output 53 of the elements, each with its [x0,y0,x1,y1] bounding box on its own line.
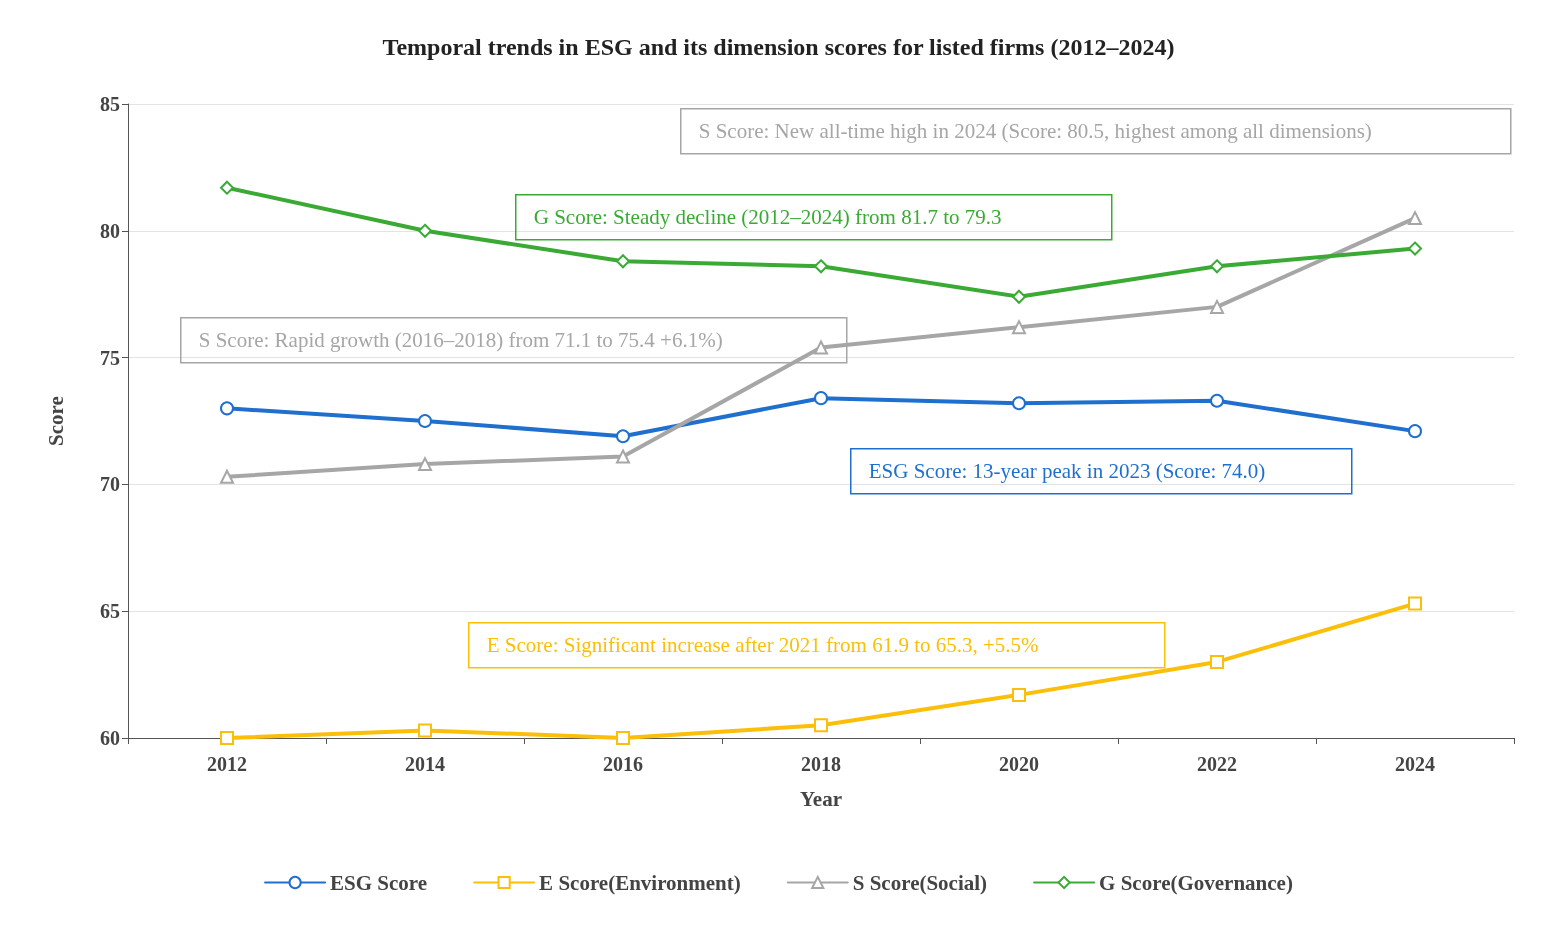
point [220,469,234,484]
point [1210,654,1224,669]
point [1012,320,1026,335]
point [220,180,234,195]
annotation: S Score: New all-time high in 2024 (Score: 80.5, highest among all dimensions) [698,119,1372,144]
y-tick-label: 60 [100,727,120,749]
point [1210,259,1224,274]
point [220,401,234,416]
point [616,254,630,269]
point [418,414,432,428]
point [814,718,828,733]
x-tick-label: 2024 [1395,753,1435,775]
point [418,223,432,238]
y-tick-label: 80 [100,219,120,242]
point [1012,396,1026,411]
point [616,731,630,745]
annotation: ESG Score: 13-year peak in 2023 (Score: 74.0) [868,459,1266,484]
legend-label: E Score(Environment) [539,870,741,895]
point [418,723,432,738]
y-tick-label: 65 [100,600,120,623]
annotation: S Score: Rapid growth (2016–2018) from 71.1 to 75.4 +6.1%) [198,328,723,353]
x-tick-label: 2014 [405,753,445,775]
legend-label: G Score(Governance) [1099,870,1293,895]
point [1012,289,1026,304]
y-tick-label: 75 [100,346,120,369]
point [1408,211,1422,226]
y-tick-label: 85 [100,93,120,115]
legend-label: ESG Score [330,870,428,895]
point [1210,393,1224,408]
y-axis-title: Score [43,396,68,446]
point [418,457,432,472]
point [1012,687,1026,702]
legend-label: S Score(Social) [852,870,988,895]
annotation: E Score: Significant increase after 2021 from 61.9 to 65.3, +5.5% [486,633,1039,658]
point [616,449,630,464]
point [1408,596,1422,611]
point [220,731,234,745]
annotation: G Score: Steady decline (2012–2024) from 81.7 to 79.3 [533,205,1002,230]
x-tick-label: 2022 [1197,753,1237,775]
point [616,429,630,444]
x-tick-label: 2020 [999,753,1039,775]
x-tick-label: 2016 [603,753,643,775]
point [814,340,828,355]
point [1210,299,1224,314]
point [814,259,828,274]
x-axis-title: Year [800,786,842,811]
point [1408,424,1422,439]
y-tick-label: 70 [100,473,120,496]
x-tick-label: 2018 [801,753,841,775]
point [814,391,828,406]
chart-title: Temporal trends in ESG and its dimension scores for listed firms (2012–2024) [382,34,1175,60]
point [1408,241,1422,256]
x-tick-label: 2012 [207,753,247,775]
